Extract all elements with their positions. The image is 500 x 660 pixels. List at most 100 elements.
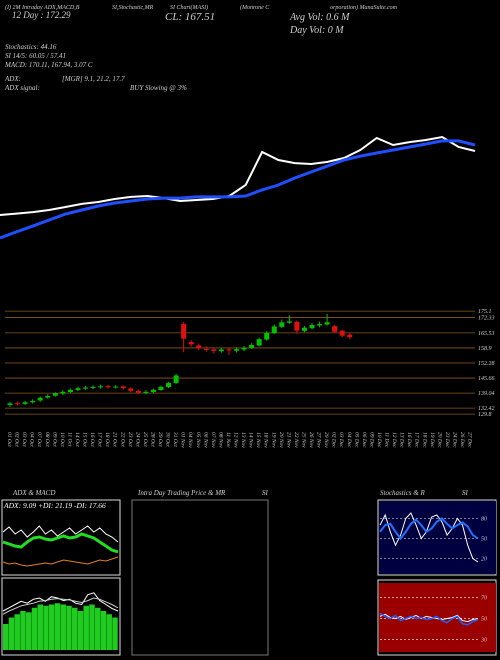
x-tick-label: 14 Oct — [74, 432, 81, 447]
intraday-panel — [131, 499, 269, 656]
x-tick-label: 04 Dec — [346, 432, 353, 448]
x-tick-label: 09 Dec — [368, 432, 374, 448]
candle-body — [15, 403, 21, 405]
x-tick-label: 21 Nov — [285, 432, 291, 448]
bar — [31, 607, 38, 650]
y-tick-label: 50 — [481, 537, 487, 543]
bar — [106, 614, 112, 650]
candle-body — [211, 349, 217, 351]
y-tick-label: 70 — [481, 596, 487, 602]
label-text: Avg Vol: 0.6 M — [289, 12, 350, 23]
bar — [54, 603, 61, 650]
label-text: Stochastics: 44.16 — [5, 43, 57, 51]
candle-body — [188, 342, 194, 345]
bar — [83, 605, 89, 650]
bar — [77, 611, 84, 650]
candle-body — [294, 321, 300, 331]
x-tick-label: 11 Oct — [66, 432, 72, 447]
bar — [49, 604, 55, 650]
label-text: 12 Day : 172.29 — [12, 10, 71, 20]
adx-panel — [1, 499, 121, 576]
label-text: BUY Slowing @ 3% — [130, 84, 187, 92]
series-line — [379, 612, 479, 626]
series-line — [2, 597, 119, 615]
y-tick-label: 158.9 — [478, 346, 492, 352]
bar — [20, 611, 26, 650]
candle-body — [143, 391, 149, 393]
x-tick-label: 21 Oct — [112, 432, 118, 447]
candle-body — [158, 386, 164, 390]
x-tick-label: 26 Nov — [308, 432, 314, 448]
candle-body — [271, 326, 277, 334]
candle-body — [90, 386, 96, 388]
label-text: Intra Day Trading Price & MR — [137, 489, 226, 497]
x-tick-label: 15 Oct — [82, 432, 88, 447]
label-text: SI — [262, 489, 269, 497]
x-tick-label: 02 Oct — [14, 432, 20, 447]
x-tick-label: 22 Oct — [119, 432, 125, 447]
y-tick-label: 50 — [481, 617, 487, 623]
x-tick-label: 14 Nov — [248, 432, 255, 448]
x-tick-label: 03 Dec — [338, 432, 344, 448]
candle-body — [30, 400, 36, 403]
bar — [112, 617, 118, 650]
x-tick-label: 24 Oct — [134, 432, 141, 447]
candle-body — [113, 386, 119, 388]
candle-body — [166, 382, 172, 388]
x-tick-label: 16 Dec — [406, 432, 412, 448]
bar — [95, 607, 101, 650]
candle-body — [181, 323, 187, 339]
candle-body — [52, 393, 58, 396]
x-tick-label: 19 Dec — [429, 432, 435, 448]
bar — [3, 624, 9, 650]
y-tick-label: 165.53 — [478, 331, 495, 337]
x-tick-label: 20 Dec — [436, 432, 442, 448]
x-tick-label: 12 Dec — [391, 432, 397, 448]
candle-body — [83, 387, 88, 389]
candle-body — [226, 349, 232, 351]
bar — [37, 604, 43, 650]
candle-body — [120, 386, 126, 389]
x-tick-label: 19 Nov — [270, 432, 276, 448]
x-tick-label: 18 Nov — [263, 432, 269, 448]
bar — [14, 614, 20, 650]
x-tick-label: 13 Dec — [399, 432, 405, 448]
label-text: CL: 167.51 — [165, 11, 215, 23]
x-tick-label: 01 Oct — [6, 432, 12, 447]
x-tick-label: 04 Nov — [187, 432, 194, 448]
candle-body — [347, 334, 353, 338]
y-tick-label: 30 — [480, 638, 487, 644]
candle-body — [249, 345, 255, 348]
x-tick-label: 23 Oct — [127, 432, 133, 447]
candle-body — [37, 397, 43, 401]
y-tick-label: 20 — [481, 557, 487, 563]
candle-body — [150, 389, 156, 393]
label-text: [MGR] 9.1, 21.2, 17.7 — [62, 75, 125, 83]
x-tick-label: 25 Nov — [300, 432, 306, 448]
x-tick-label: 22 Nov — [293, 432, 299, 448]
series-line — [2, 525, 119, 543]
x-tick-label: 05 Nov — [195, 432, 201, 448]
candle-body — [317, 324, 323, 326]
bar — [89, 604, 95, 650]
x-tick-label: 07 Oct — [36, 432, 42, 447]
candle-body — [22, 402, 28, 404]
x-tick-label: 31 Oct — [172, 431, 178, 447]
candle-body — [241, 347, 247, 350]
label-text: ADX signal: — [4, 84, 40, 92]
x-tick-label: 02 Dec — [331, 432, 337, 448]
label-text: SI — [462, 489, 469, 497]
candle-body — [7, 403, 13, 405]
label-text: SI,Stochastic,MR — [112, 5, 154, 11]
candle-body — [75, 388, 81, 390]
bar — [100, 611, 107, 650]
y-tick-label: 145.66 — [478, 375, 495, 382]
y-tick-label: 132.42 — [478, 405, 495, 412]
candle-body — [173, 375, 179, 383]
x-tick-label: 09 Oct — [51, 432, 57, 447]
candle-body — [196, 345, 202, 349]
label-text: Stochastics & R — [380, 489, 425, 497]
bar — [72, 607, 78, 650]
x-tick-label: 03 Oct — [21, 432, 27, 447]
candle-body — [135, 390, 141, 393]
